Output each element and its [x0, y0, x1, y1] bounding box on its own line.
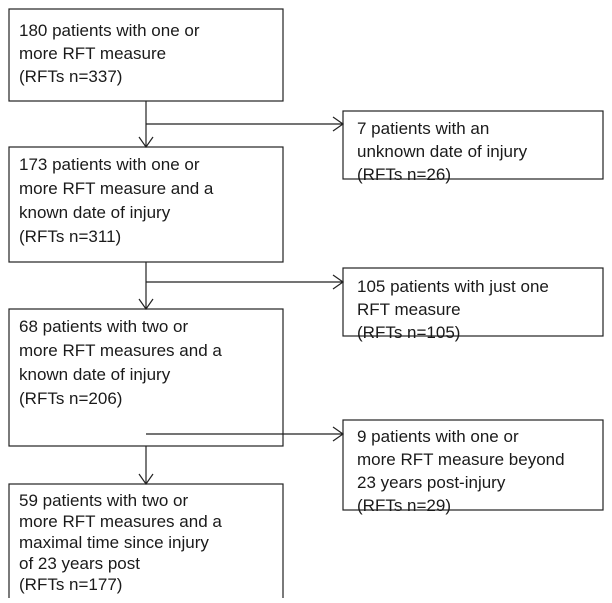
box-text: (RFTs n=29): [357, 496, 451, 515]
node-box: [8, 483, 284, 603]
box-text: more RFT measure: [19, 44, 166, 63]
node-box: [8, 8, 284, 102]
box-text: 68 patients with two or: [19, 317, 188, 336]
box-text: (RFTs n=206): [19, 389, 122, 408]
exclusion-box: [342, 419, 604, 511]
box-text: (RFTs n=337): [19, 67, 122, 86]
box-text: 23 years post-injury: [357, 473, 506, 492]
box-text: 105 patients with just one: [357, 277, 549, 296]
node-box: [8, 146, 284, 263]
box-text: RFT measure: [357, 300, 461, 319]
box-text: 173 patients with one or: [19, 155, 200, 174]
box-text: (RFTs n=26): [357, 165, 451, 184]
arrow: [146, 116, 345, 132]
box-text: more RFT measure beyond: [357, 450, 565, 469]
box-text: more RFT measure and a: [19, 179, 214, 198]
arrow: [146, 426, 345, 442]
box-text: (RFTs n=105): [357, 323, 460, 342]
box-text: known date of injury: [19, 365, 171, 384]
box-text: 9 patients with one or: [357, 427, 519, 446]
box-text: more RFT measures and a: [19, 512, 222, 531]
arrows: [138, 101, 345, 486]
box-text: 7 patients with an: [357, 119, 489, 138]
box-text: 59 patients with two or: [19, 491, 188, 510]
exclusion-box: [342, 267, 604, 337]
arrow: [138, 446, 154, 486]
box-text: 180 patients with one or: [19, 21, 200, 40]
arrow: [146, 274, 345, 290]
box-text: maximal time since injury: [19, 533, 209, 552]
box-text: unknown date of injury: [357, 142, 528, 161]
box-text: (RFTs n=311): [19, 227, 121, 246]
exclusion-box: [342, 110, 604, 180]
box-text: more RFT measures and a: [19, 341, 222, 360]
box-text: known date of injury: [19, 203, 171, 222]
arrow: [138, 262, 154, 311]
box-text: of 23 years post: [19, 554, 140, 573]
box-text: (RFTs n=177): [19, 575, 122, 594]
